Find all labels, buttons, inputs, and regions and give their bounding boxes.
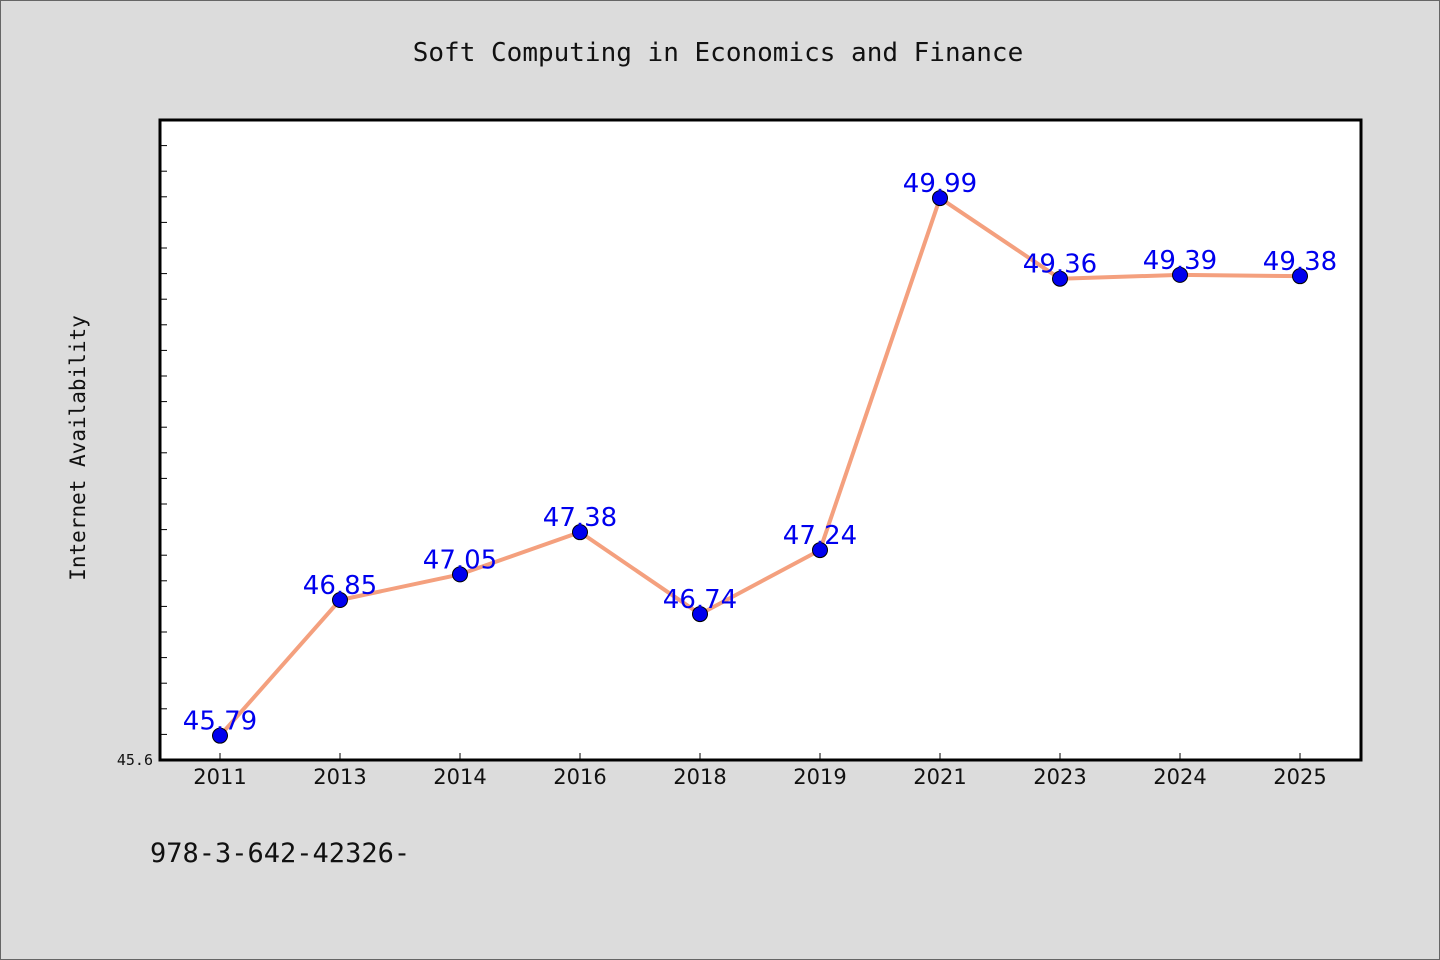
x-tick-label: 2011	[193, 765, 246, 789]
plot-area	[158, 118, 1363, 762]
data-point	[572, 524, 588, 541]
data-point	[212, 727, 228, 744]
x-tick-label: 2019	[793, 765, 846, 789]
x-tick-label: 2013	[313, 765, 366, 789]
data-label: 49.99	[903, 169, 977, 199]
x-tick-label: 2021	[913, 765, 966, 789]
data-points	[212, 190, 1308, 744]
series-line-group	[218, 196, 1301, 738]
x-tick-label: 2024	[1153, 765, 1206, 789]
data-point	[1052, 270, 1068, 287]
x-axis-ticks: 2011 2013 2014 2016 2018 2019 2021 2023 2024 2025	[193, 753, 1327, 789]
data-label: 47.24	[783, 521, 857, 551]
x-tick-label: 2025	[1273, 765, 1326, 789]
x-tick-label: 2014	[433, 765, 486, 789]
chart-title: Soft Computing in Economics and Finance	[413, 38, 1023, 68]
x-tick-label: 2018	[673, 765, 726, 789]
data-point	[1172, 266, 1188, 283]
x-tick-label: 2016	[553, 765, 606, 789]
data-labels: 45.79 46.85 47.05 47.38 46.74 47.24 49.99 49.36…	[183, 169, 1337, 737]
data-point	[692, 606, 708, 623]
data-label: 46.74	[663, 585, 737, 615]
data-label: 49.39	[1143, 246, 1217, 276]
y-axis-ticks: 45.6	[117, 119, 167, 769]
series-line	[218, 196, 1301, 738]
data-label: 45.79	[183, 707, 257, 737]
data-label: 47.05	[423, 545, 497, 575]
data-label: 49.36	[1023, 250, 1097, 280]
data-point	[452, 566, 468, 583]
y-tick-label: 45.6	[117, 751, 153, 769]
data-label: 46.85	[303, 571, 377, 601]
data-label: 47.38	[543, 503, 617, 533]
footnote-isbn: 978-3-642-42326-	[150, 838, 410, 869]
data-point	[332, 592, 348, 608]
data-label: 49.38	[1263, 247, 1337, 277]
data-point	[932, 190, 948, 207]
data-point	[812, 542, 828, 559]
data-point	[1292, 268, 1308, 285]
x-tick-label: 2023	[1033, 765, 1086, 789]
y-axis-label: Internet Availability	[66, 315, 90, 581]
